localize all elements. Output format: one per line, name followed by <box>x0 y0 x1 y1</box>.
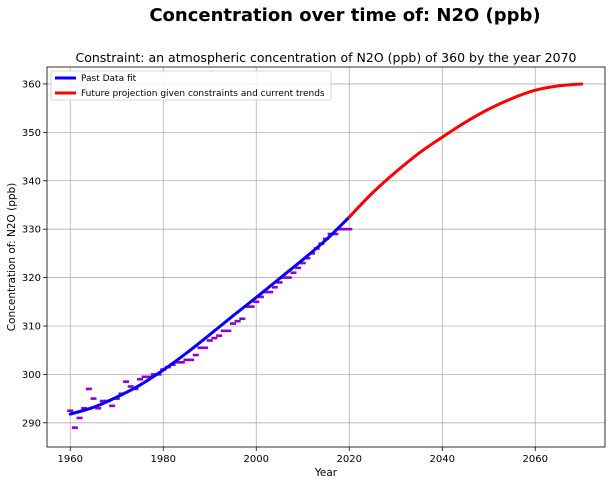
observed-point <box>295 266 302 270</box>
observed-point <box>285 276 292 279</box>
observed-point <box>341 227 348 231</box>
plot-content <box>67 82 584 429</box>
observed-point <box>281 276 288 279</box>
observed-point <box>332 232 339 236</box>
observed-point <box>239 317 246 321</box>
x-tick-label: 1980 <box>151 454 176 465</box>
y-tick-label: 310 <box>22 321 41 332</box>
observed-point <box>267 290 274 294</box>
y-axis-label: Concentration of: N2O (ppb) <box>6 183 18 332</box>
x-tick-label: 2020 <box>337 454 362 465</box>
observed-point <box>178 360 185 364</box>
observed-point <box>253 300 260 304</box>
observed-point <box>336 227 343 231</box>
legend-label-projection: Future projection given constraints and … <box>81 89 325 99</box>
chart-main-title: Concentration over time of: N2O (ppb) <box>149 5 540 26</box>
observed-point <box>271 285 278 289</box>
observed-point <box>290 271 297 275</box>
observed-point <box>304 256 311 260</box>
observed-point <box>146 375 153 379</box>
y-tick-label: 340 <box>22 176 41 187</box>
y-tick-label: 330 <box>22 225 41 236</box>
observed-point <box>257 295 264 299</box>
observed-point <box>216 334 223 337</box>
y-tick-label: 320 <box>22 273 41 284</box>
observed-point <box>197 346 204 350</box>
x-axis: 1960 1980 2000 2020 2040 2060 <box>58 447 548 465</box>
x-tick-label: 2060 <box>523 454 548 465</box>
series-line-projection <box>347 82 584 219</box>
observed-point <box>99 399 106 403</box>
observed-point <box>192 353 199 357</box>
observed-point <box>67 409 74 412</box>
observed-point <box>211 336 218 340</box>
observed-point <box>76 416 83 420</box>
observed-point <box>225 329 232 333</box>
observed-point <box>276 281 283 284</box>
legend-label-past-fit: Past Data fit <box>81 74 137 84</box>
observed-point <box>127 385 134 388</box>
y-tick-label: 300 <box>22 370 41 381</box>
observed-point <box>202 346 209 350</box>
plot-frame <box>46 66 606 448</box>
y-axis: 290 300 310 320 330 340 350 360 <box>22 79 47 429</box>
observed-point <box>183 358 190 362</box>
observed-point <box>71 426 78 429</box>
observed-point <box>188 358 195 362</box>
observed-point <box>299 261 306 265</box>
observed-point <box>85 387 92 391</box>
observed-point <box>109 404 116 408</box>
legend-box <box>50 70 332 101</box>
observed-point <box>137 377 143 381</box>
observed-point <box>95 406 102 410</box>
x-tick-label: 1960 <box>58 454 83 465</box>
observed-point <box>90 397 97 400</box>
x-tick-label: 2040 <box>430 454 455 465</box>
legend: Past Data fit Future projection given co… <box>50 70 332 101</box>
observed-point <box>346 227 353 231</box>
observed-point <box>123 380 130 383</box>
observed-point <box>262 290 269 294</box>
observed-point <box>230 322 236 325</box>
observed-point <box>206 339 213 342</box>
series-line-past-fit <box>68 215 351 416</box>
observed-point <box>220 329 227 333</box>
x-tick-label: 2000 <box>244 454 269 465</box>
observed-point <box>234 319 241 323</box>
observed-point <box>174 360 181 364</box>
chart-subtitle: Constraint: an atmospheric concentration… <box>76 50 577 65</box>
x-axis-label: Year <box>314 467 338 479</box>
y-tick-label: 290 <box>22 418 41 429</box>
y-tick-label: 360 <box>22 79 41 90</box>
observed-point <box>141 375 148 379</box>
observed-point <box>248 305 255 308</box>
y-tick-label: 350 <box>22 128 41 139</box>
observed-point <box>81 406 88 410</box>
observed-point <box>150 373 157 376</box>
